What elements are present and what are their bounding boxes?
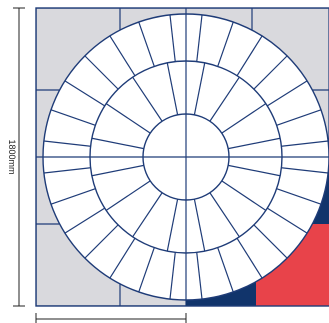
outer-ring-segment-line [276, 188, 322, 205]
middle-ring-segment-line [228, 164, 281, 177]
outer-ring-segment-line [84, 224, 119, 259]
middle-ring-segment-line [105, 180, 151, 211]
paving-border [35, 7, 329, 307]
outer-ring-segment-line [281, 167, 329, 174]
outer-ring-segment-line [109, 237, 136, 279]
outer-ring-segment-line [138, 21, 155, 67]
outer-ring-segment-line [217, 247, 234, 293]
outer-ring-segment-line [50, 188, 96, 205]
outer-ring-segment-line [84, 55, 119, 90]
middle-ring-segment-line [209, 76, 240, 122]
middle-ring-segment-line [132, 192, 163, 238]
middle-ring-segment-line [166, 199, 179, 252]
outer-ring-segment-line [196, 14, 203, 62]
outer-ring-segment-line [196, 252, 203, 300]
outer-ring-segment-line [64, 80, 106, 107]
middle-ring-segment-line [91, 137, 144, 150]
middle-ring-segment-line [228, 137, 281, 150]
outer-ring-segment-line [50, 109, 96, 126]
outer-ring-segment-line [266, 207, 308, 234]
middle-ring-segment-line [193, 62, 206, 115]
outer-ring-segment-line [236, 35, 263, 77]
middle-ring-segment-line [132, 76, 163, 122]
outer-ring-segment-line [109, 35, 136, 77]
outer-ring-segment-line [276, 109, 322, 126]
middle-ring-segment-line [166, 62, 179, 115]
vertical-dimension: 1800mm [7, 7, 25, 307]
outer-ring-segment-line [217, 21, 234, 67]
outer-ring-segment-line [138, 247, 155, 293]
outer-ring-segment-line [169, 252, 176, 300]
outer-ring-segment-line [43, 140, 91, 147]
paving-square [36, 8, 329, 306]
outer-ring-segment-line [236, 237, 263, 279]
outer-ring-segment-line [169, 14, 176, 62]
vertical-dimension-label: 1800mm [7, 139, 17, 174]
middle-ring-segment-line [221, 103, 267, 134]
outer-ring-segment-line [43, 167, 91, 174]
outer-ring-segment-line [266, 80, 308, 107]
horizontal-dimension [35, 313, 187, 323]
middle-ring-segment-line [91, 164, 144, 177]
middle-ring-segment-line [193, 199, 206, 252]
middle-ring-segment-line [221, 180, 267, 211]
middle-ring-segment-line [209, 192, 240, 238]
outer-ring-segment-line [253, 224, 288, 259]
outer-ring-segment-line [253, 55, 288, 90]
middle-ring-segment-line [105, 103, 151, 134]
outer-ring-segment-line [281, 140, 329, 147]
ring-segment-lines [43, 14, 329, 300]
outer-ring-segment-line [64, 207, 106, 234]
